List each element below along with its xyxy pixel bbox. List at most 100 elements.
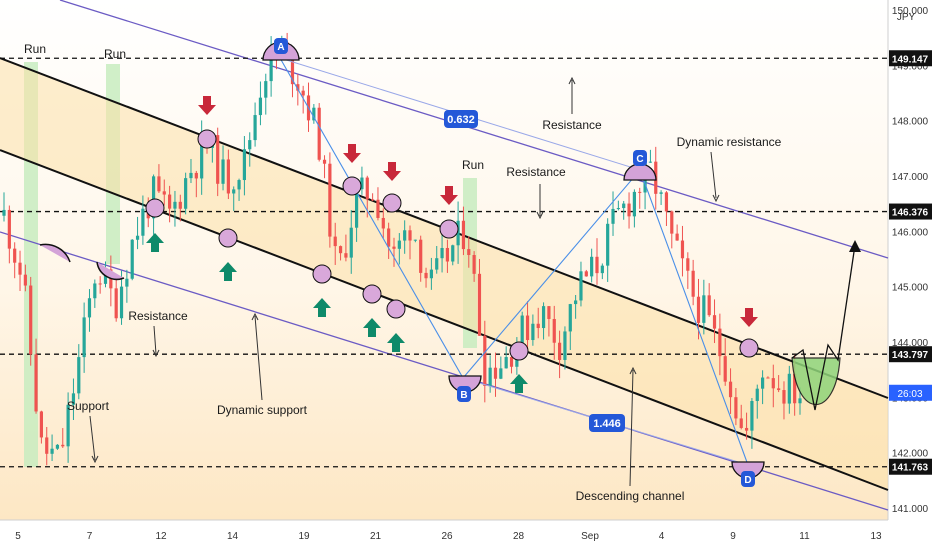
- candlesticks: [2, 32, 802, 466]
- price-level-box: [889, 458, 932, 475]
- run-label: Run: [462, 158, 484, 172]
- candle-body: [440, 247, 444, 259]
- x-tick-label: 12: [155, 531, 167, 542]
- y-tick-label: 141.000: [892, 504, 929, 515]
- candle-body: [381, 217, 385, 229]
- candle-body: [296, 84, 300, 91]
- candle-body: [798, 398, 802, 404]
- candle-body: [130, 239, 134, 279]
- touch-circle: [218, 228, 238, 248]
- run-label: Run: [24, 42, 46, 56]
- x-tick-label: Sep: [581, 531, 599, 542]
- candle-body: [520, 315, 524, 346]
- currency-label[interactable]: JPY: [897, 12, 916, 23]
- candle-body: [301, 90, 305, 96]
- dynamic-resistance-line: [59, 0, 889, 259]
- resistance-label: Resistance: [128, 309, 188, 323]
- touch-circle: [382, 193, 402, 213]
- candle-body: [39, 411, 43, 438]
- price-level-value: 143.797: [892, 350, 929, 361]
- badge-a: [274, 38, 288, 54]
- candle-body: [29, 285, 33, 355]
- buy-arrow-icon: [363, 318, 381, 337]
- support-label: Support: [67, 399, 110, 413]
- x-tick-label: 21: [370, 531, 382, 542]
- candle-body: [712, 315, 717, 329]
- candle-body: [702, 295, 706, 323]
- touch-circle: [312, 264, 332, 284]
- candle-body: [547, 306, 551, 320]
- candle-body: [184, 178, 188, 209]
- candle-body: [82, 317, 86, 358]
- candle-body: [194, 172, 198, 179]
- candle-body: [216, 135, 220, 184]
- badge-d-label: D: [744, 475, 751, 486]
- x-tick-label: 13: [870, 531, 882, 542]
- price-axis: [888, 0, 932, 520]
- pointer-head: [536, 211, 544, 220]
- candle-body: [659, 192, 663, 194]
- candle-body: [472, 255, 476, 274]
- candle-body: [531, 323, 535, 341]
- candle-body: [718, 328, 722, 357]
- candle-body: [322, 159, 327, 164]
- candle-body: [242, 149, 247, 181]
- y-tick-label: 146.000: [892, 227, 929, 238]
- candle-body: [616, 208, 620, 210]
- price-level-value: 146.376: [892, 208, 929, 219]
- candle-body: [23, 274, 27, 286]
- touch-points: [145, 129, 759, 361]
- candle-body: [488, 367, 492, 386]
- y-tick-label: 144.000: [892, 338, 929, 349]
- price-level-box: [889, 203, 932, 220]
- candle-body: [232, 189, 236, 194]
- annotation-pointers: [89, 76, 720, 487]
- candle-body: [157, 176, 161, 192]
- candle-body: [622, 203, 626, 209]
- candle-body: [328, 163, 332, 237]
- projection-arrowhead: [849, 240, 861, 252]
- candle-body: [611, 208, 615, 224]
- candle-body: [34, 354, 38, 412]
- candle-body: [419, 239, 423, 273]
- candle-body: [87, 298, 92, 318]
- pointer-line: [254, 315, 263, 401]
- candle-body: [584, 271, 588, 277]
- candle-body: [429, 269, 433, 279]
- price-level-value: 149.147: [892, 54, 929, 65]
- sell-arrow-icon: [383, 162, 401, 181]
- buy-arrow-icon: [510, 374, 528, 393]
- touch-circle: [362, 284, 382, 304]
- candle-body: [221, 159, 225, 184]
- ratio-badge: [589, 414, 625, 432]
- pointer-head: [152, 349, 160, 358]
- badge-d: [741, 471, 755, 487]
- pointer-head: [629, 366, 637, 375]
- resistance-label: Resistance: [506, 165, 566, 179]
- candle-body: [638, 191, 642, 193]
- x-tick-label: 11: [799, 531, 810, 542]
- candle-body: [344, 253, 348, 258]
- candle-body: [371, 199, 375, 201]
- candle-body: [590, 256, 594, 277]
- sell-arrow-icon: [440, 186, 458, 205]
- pointer-line: [629, 369, 634, 487]
- touch-circle: [439, 219, 459, 239]
- dynamic-support-label: Dynamic support: [217, 403, 308, 417]
- candle-body: [766, 377, 770, 379]
- x-axis-ticks: 5 7 12 14 19 21 26 28 Sep 4 9 11 13: [15, 531, 882, 542]
- candle-body: [456, 220, 460, 246]
- candle-body: [691, 270, 695, 297]
- candle-body: [387, 228, 391, 247]
- candle-body: [200, 136, 204, 179]
- candle-body: [579, 271, 583, 301]
- price-level-value: 141.763: [892, 463, 929, 474]
- candle-body: [354, 189, 359, 228]
- candle-body: [376, 199, 380, 218]
- buy-arrows: [146, 233, 528, 393]
- candle-body: [632, 191, 636, 217]
- pivot-arc: [39, 243, 71, 263]
- sell-arrow-icon: [343, 144, 361, 163]
- candle-body: [98, 283, 102, 285]
